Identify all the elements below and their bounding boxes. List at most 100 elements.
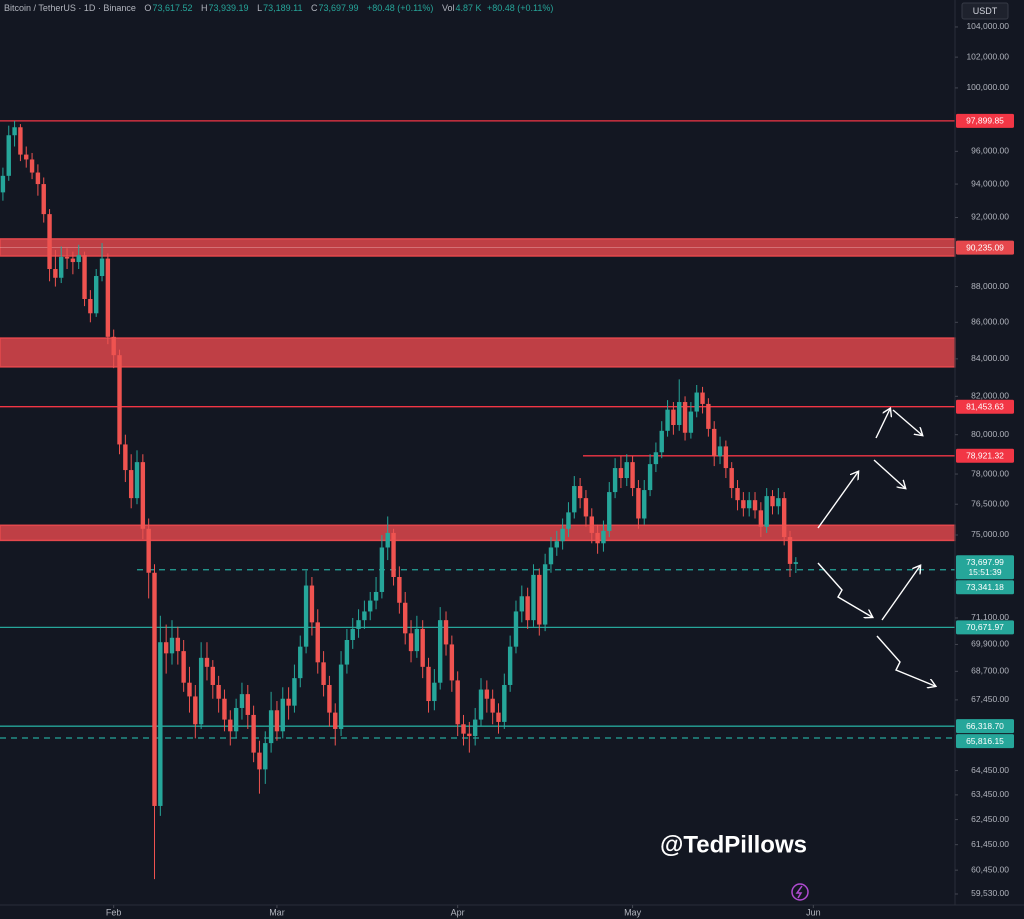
price-tags: 97,899.85 90,235.09 81,453.63 78,921.32 73,6…	[956, 113, 1014, 749]
candle-body	[18, 127, 23, 155]
candle-body	[356, 620, 361, 629]
candle-body	[292, 678, 297, 706]
candle-body	[752, 500, 758, 511]
candle-body	[758, 510, 764, 527]
price-tag-label: 81,453.63	[966, 401, 1004, 411]
candle-body	[776, 498, 781, 507]
candle-body	[251, 714, 256, 753]
candle-body	[263, 743, 268, 770]
candle-body	[169, 637, 175, 654]
ohlc-value: 73,939.19	[208, 3, 249, 13]
candle-body	[327, 684, 332, 713]
x-tick-label: May	[624, 907, 642, 917]
y-tick-label: 76,500.00	[971, 498, 1009, 508]
candle-body	[688, 411, 694, 433]
candle-body	[268, 710, 274, 744]
currency: USDT	[973, 6, 998, 16]
y-tick-label: 60,450.00	[971, 864, 1009, 874]
price-tag-label: 66,318.70	[966, 721, 1004, 731]
candle-body	[245, 694, 250, 715]
price-tag	[956, 620, 1014, 635]
candle-body	[53, 269, 58, 278]
candle-body	[531, 574, 536, 621]
candle-body	[700, 392, 705, 404]
arrow	[881, 566, 920, 621]
y-tick-label: 80,000.00	[971, 429, 1009, 439]
candle-body	[344, 639, 350, 665]
price-tag	[956, 734, 1014, 749]
candle-body	[496, 712, 501, 722]
candle-body	[537, 574, 542, 625]
candle-body	[397, 576, 402, 603]
y-tick-label: 71,100.00	[971, 612, 1009, 622]
candle-body	[222, 698, 227, 720]
candle-body	[630, 462, 635, 489]
candle-body	[542, 564, 548, 625]
y-tick-label: 84,000.00	[971, 353, 1009, 363]
candle-body	[333, 712, 338, 729]
candle-body	[233, 707, 239, 732]
candle-body	[24, 154, 29, 160]
price-tag-label: 90,235.09	[966, 242, 1004, 252]
candle-body	[461, 724, 466, 734]
candle-body	[490, 698, 495, 713]
candle-body	[117, 355, 122, 445]
volume: 4.87 K	[455, 3, 482, 13]
arrow	[875, 409, 890, 439]
ohlc-value: 73,617.52	[152, 3, 193, 13]
candle-body	[163, 642, 169, 654]
candle-body	[257, 752, 262, 770]
icon-bolt	[795, 885, 803, 899]
candle-body	[437, 620, 443, 683]
candle-body	[228, 719, 233, 732]
ohlc-value: 73,697.99	[318, 3, 359, 13]
candle-body	[607, 492, 612, 531]
candle-body	[175, 637, 181, 652]
candle-body	[717, 446, 723, 457]
candle-body	[554, 541, 559, 548]
ohlc-label: H	[201, 3, 208, 13]
ohlc-label: C	[310, 3, 318, 13]
candle-body	[82, 255, 87, 299]
candle-body	[280, 698, 285, 732]
candle-body	[659, 430, 664, 453]
candle-body	[624, 462, 629, 479]
candle-body	[193, 696, 198, 725]
arrow	[876, 635, 935, 686]
candle-body	[595, 532, 600, 544]
candle-body	[507, 646, 513, 685]
candle-body	[420, 628, 425, 667]
candle-body	[642, 490, 647, 519]
candle-body	[338, 664, 344, 729]
candle-body	[572, 486, 577, 513]
candle-body	[665, 409, 670, 431]
candle-body	[484, 689, 490, 699]
candle-body	[111, 336, 116, 356]
candle-body	[647, 464, 653, 491]
candle-body	[298, 646, 303, 679]
ohlc-label: L	[257, 3, 263, 13]
lightning-icon	[791, 883, 809, 901]
candle-body	[29, 159, 35, 173]
y-tick-label: 67,450.00	[971, 694, 1009, 704]
ohlc-label: O	[144, 3, 152, 13]
ohlc-value: 73,189.11	[263, 3, 303, 13]
candle-body	[706, 403, 711, 429]
candles	[0, 120, 799, 880]
arrow	[873, 459, 905, 488]
candle-body	[210, 666, 216, 685]
candle-body	[432, 682, 437, 702]
y-tick-label: 94,000.00	[971, 178, 1009, 188]
candle-body	[636, 488, 641, 519]
candle-body	[373, 591, 379, 601]
candle-body	[583, 498, 589, 517]
candle-body	[309, 585, 315, 623]
candle-body	[723, 446, 729, 469]
candle-body	[303, 585, 309, 647]
candle-body	[76, 255, 81, 263]
candle-body	[677, 402, 682, 426]
candle-body	[408, 633, 414, 652]
candle-body	[59, 256, 64, 278]
